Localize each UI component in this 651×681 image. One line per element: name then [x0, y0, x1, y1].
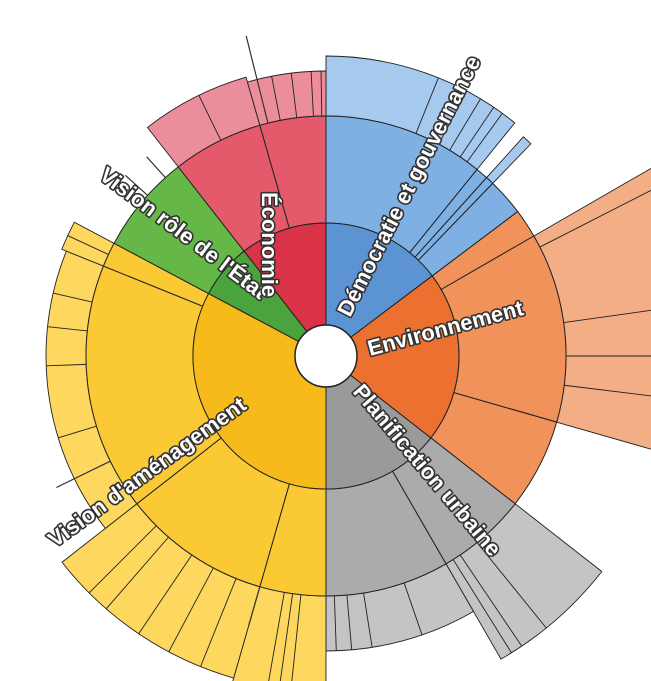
outer-divider: [88, 525, 157, 594]
outer-ring: [45, 35, 651, 681]
center-hole: [294, 324, 358, 388]
outer-divider: [53, 292, 93, 303]
outer-divider: [459, 107, 495, 158]
outer-divider: [138, 554, 193, 634]
outer-divider: [279, 593, 294, 681]
outer-divider: [363, 592, 373, 648]
outer-divider: [320, 71, 323, 117]
spike-line: [248, 586, 261, 626]
spike-line: [146, 156, 166, 179]
outer-divider: [415, 77, 439, 134]
outer-divider: [271, 76, 281, 121]
spike-line: [245, 35, 269, 124]
spike-line: [124, 174, 149, 196]
outer-divider: [539, 189, 651, 248]
outer-divider: [290, 73, 298, 118]
outer-divider: [105, 536, 169, 610]
outer-divider: [291, 594, 302, 681]
outer-divider: [449, 98, 481, 151]
outer-divider: [466, 113, 503, 163]
outer-divider: [67, 235, 109, 255]
outer-divider: [563, 309, 651, 324]
outer-divider: [46, 363, 87, 367]
outer-divider: [58, 425, 97, 439]
outer-divider: [459, 554, 523, 647]
outer-divider: [198, 95, 222, 141]
outer-divider: [310, 71, 314, 117]
outer-divider: [438, 90, 468, 145]
outer-divider: [268, 592, 285, 681]
outer-divider: [403, 582, 423, 636]
outer-divider: [346, 595, 353, 650]
label-economie: Économie: [257, 192, 282, 297]
outer-divider: [333, 595, 337, 651]
outer-divider: [168, 567, 214, 652]
outer-divider: [47, 326, 88, 332]
outer-divider: [452, 559, 512, 654]
outer-divider: [564, 384, 651, 397]
inner-ring: [192, 222, 460, 490]
spike-line: [56, 460, 111, 489]
mid-ring: [85, 115, 567, 597]
outer-divider: [200, 578, 237, 667]
outer-divider: [476, 542, 547, 629]
